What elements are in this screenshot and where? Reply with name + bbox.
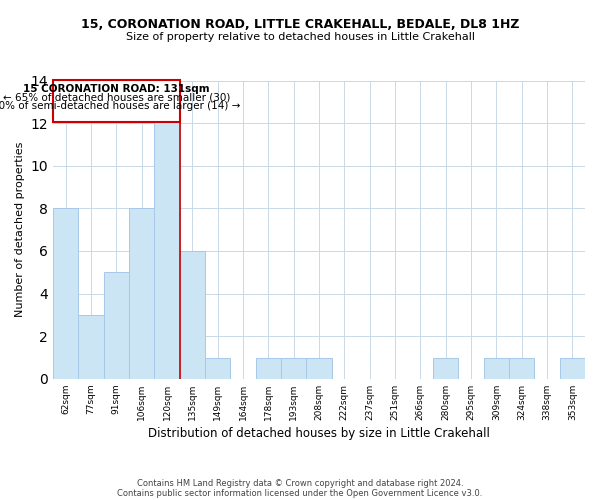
Bar: [53, 80, 179, 122]
Y-axis label: Number of detached properties: Number of detached properties: [15, 142, 25, 318]
Bar: [154, 102, 179, 379]
X-axis label: Distribution of detached houses by size in Little Crakehall: Distribution of detached houses by size …: [148, 427, 490, 440]
Text: Contains HM Land Registry data © Crown copyright and database right 2024.: Contains HM Land Registry data © Crown c…: [137, 478, 463, 488]
Text: Contains public sector information licensed under the Open Government Licence v3: Contains public sector information licen…: [118, 488, 482, 498]
Bar: [53, 208, 79, 379]
Bar: [281, 358, 307, 379]
Bar: [509, 358, 535, 379]
Text: 30% of semi-detached houses are larger (14) →: 30% of semi-detached houses are larger (…: [0, 100, 241, 110]
Bar: [256, 358, 281, 379]
Bar: [179, 251, 205, 379]
Bar: [129, 208, 154, 379]
Bar: [79, 315, 104, 379]
Text: ← 65% of detached houses are smaller (30): ← 65% of detached houses are smaller (30…: [2, 92, 230, 102]
Bar: [307, 358, 332, 379]
Bar: [104, 272, 129, 379]
Text: 15, CORONATION ROAD, LITTLE CRAKEHALL, BEDALE, DL8 1HZ: 15, CORONATION ROAD, LITTLE CRAKEHALL, B…: [81, 18, 519, 30]
Text: 15 CORONATION ROAD: 131sqm: 15 CORONATION ROAD: 131sqm: [23, 84, 209, 94]
Text: Size of property relative to detached houses in Little Crakehall: Size of property relative to detached ho…: [125, 32, 475, 42]
Bar: [560, 358, 585, 379]
Bar: [484, 358, 509, 379]
Bar: [205, 358, 230, 379]
Bar: [433, 358, 458, 379]
